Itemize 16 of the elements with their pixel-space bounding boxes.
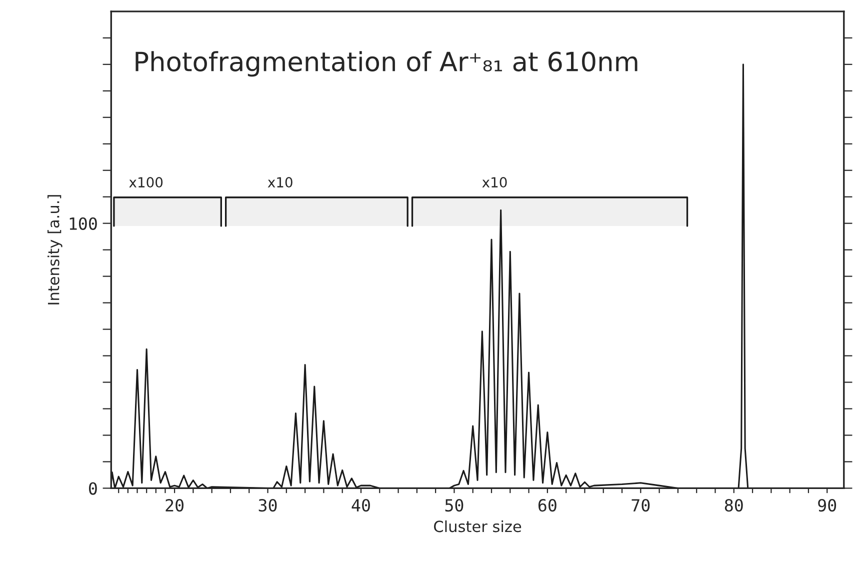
- y-axis-title: Intensity [a.u.]: [48, 195, 62, 304]
- x-tick-label: 20: [166, 499, 184, 512]
- x-tick-label: 30: [258, 499, 277, 512]
- band-label: x100: [129, 177, 163, 188]
- x-tick-label: 90: [818, 499, 836, 512]
- x-tick-label: 60: [538, 499, 556, 512]
- x-axis-title: Cluster size: [434, 520, 522, 532]
- y-tick-label: 100: [70, 217, 97, 230]
- x-tick-label: 70: [632, 499, 650, 512]
- band-label: x10: [482, 177, 507, 188]
- y-tick-label: 0: [89, 482, 97, 495]
- text: Photofragmentation of Ar⁺₈₁ at 610nm: [136, 51, 638, 77]
- x-tick-label: 40: [352, 499, 370, 512]
- x-tick-label: 50: [445, 499, 464, 512]
- x-tick-label: 80: [724, 499, 743, 512]
- band-label: x10: [268, 177, 292, 188]
